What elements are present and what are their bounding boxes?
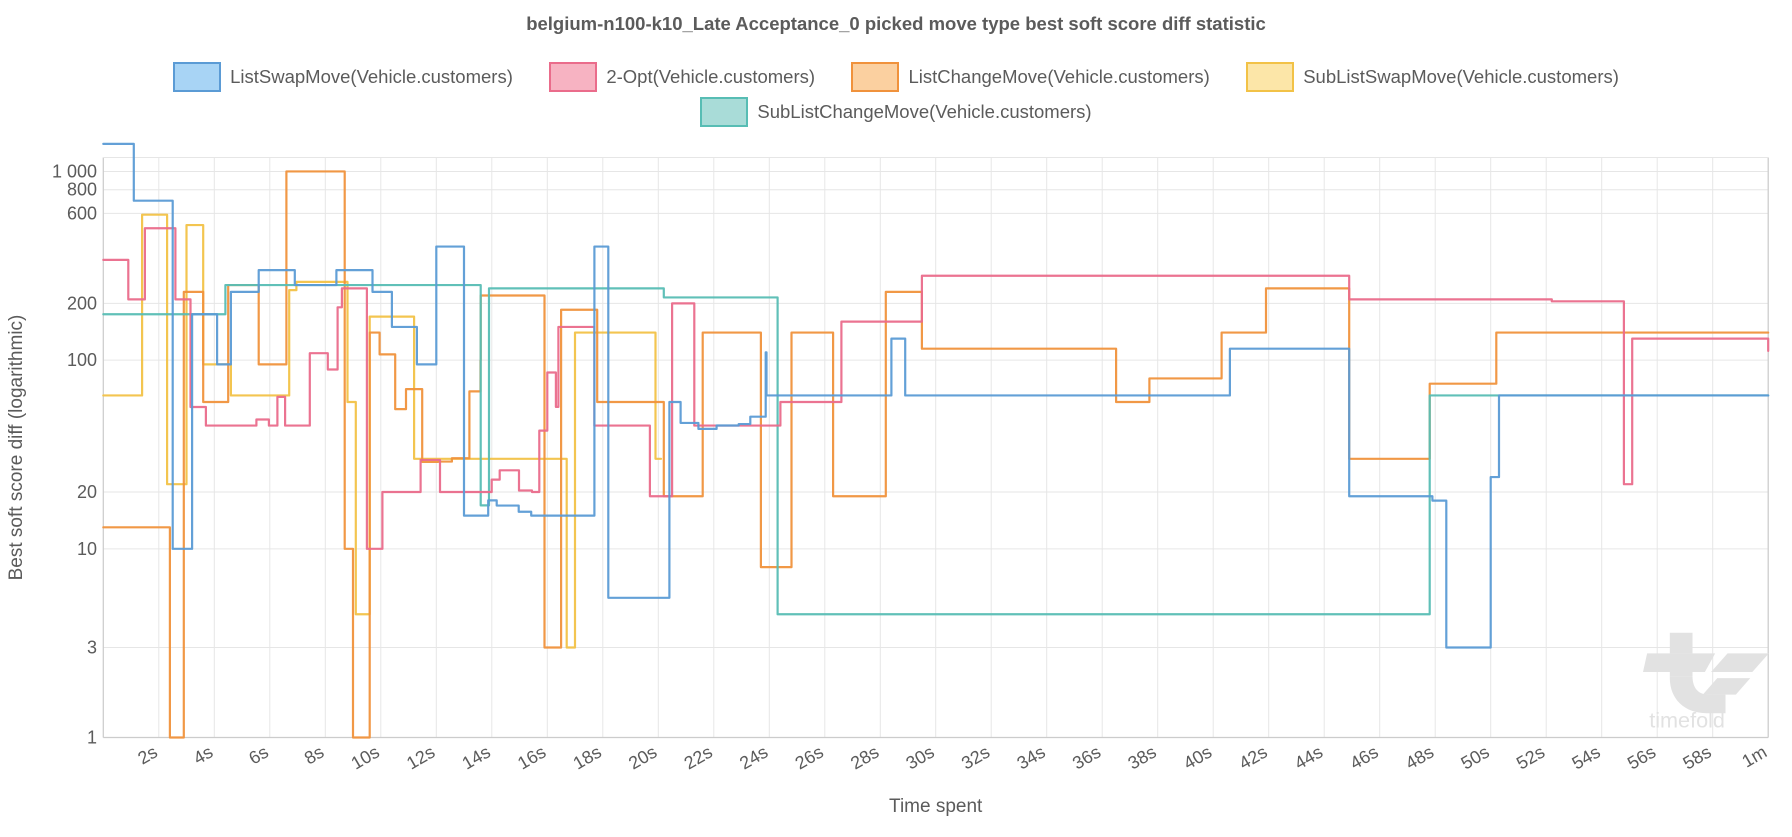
svg-text:32s: 32s	[958, 742, 993, 774]
svg-text:18s: 18s	[570, 742, 605, 774]
svg-text:58s: 58s	[1680, 742, 1715, 774]
svg-text:36s: 36s	[1069, 742, 1104, 774]
svg-text:10: 10	[77, 539, 97, 559]
svg-text:6s: 6s	[245, 742, 271, 769]
svg-text:56s: 56s	[1624, 742, 1659, 774]
svg-text:42s: 42s	[1236, 742, 1271, 774]
svg-text:1: 1	[87, 728, 97, 748]
svg-text:Time spent: Time spent	[889, 796, 983, 817]
svg-text:3: 3	[87, 638, 97, 658]
svg-text:44s: 44s	[1291, 742, 1326, 774]
svg-text:46s: 46s	[1347, 742, 1382, 774]
svg-text:10s: 10s	[348, 742, 383, 774]
svg-text:26s: 26s	[792, 742, 827, 774]
svg-text:Best soft score diff (logarith: Best soft score diff (logarithmic)	[6, 315, 27, 581]
svg-text:24s: 24s	[736, 742, 771, 774]
svg-text:14s: 14s	[459, 742, 494, 774]
svg-text:1 000: 1 000	[52, 162, 97, 182]
svg-text:54s: 54s	[1569, 742, 1604, 774]
svg-text:16s: 16s	[514, 742, 549, 774]
svg-text:8s: 8s	[301, 742, 327, 769]
svg-text:28s: 28s	[847, 742, 882, 774]
svg-text:20s: 20s	[625, 742, 660, 774]
svg-text:100: 100	[67, 350, 97, 370]
svg-text:40s: 40s	[1180, 742, 1215, 774]
svg-text:20: 20	[77, 482, 97, 502]
svg-text:34s: 34s	[1014, 742, 1049, 774]
svg-text:30s: 30s	[903, 742, 938, 774]
svg-text:22s: 22s	[681, 742, 716, 774]
svg-text:2s: 2s	[134, 742, 160, 769]
svg-text:800: 800	[67, 180, 97, 200]
svg-text:48s: 48s	[1402, 742, 1437, 774]
svg-text:1m: 1m	[1739, 742, 1771, 772]
svg-text:timefold: timefold	[1649, 708, 1725, 733]
svg-text:600: 600	[67, 203, 97, 223]
svg-text:4s: 4s	[190, 742, 216, 769]
svg-text:52s: 52s	[1513, 742, 1548, 774]
svg-text:200: 200	[67, 293, 97, 313]
svg-text:12s: 12s	[403, 742, 438, 774]
svg-text:50s: 50s	[1458, 742, 1493, 774]
svg-text:38s: 38s	[1125, 742, 1160, 774]
